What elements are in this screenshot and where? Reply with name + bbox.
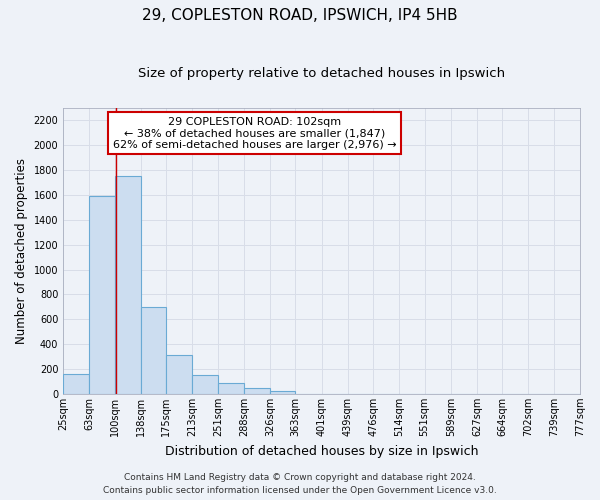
Bar — [270, 392, 295, 394]
Bar — [244, 388, 270, 394]
Text: Contains HM Land Registry data © Crown copyright and database right 2024.
Contai: Contains HM Land Registry data © Crown c… — [103, 474, 497, 495]
Title: Size of property relative to detached houses in Ipswich: Size of property relative to detached ho… — [138, 68, 505, 80]
Text: 29, COPLESTON ROAD, IPSWICH, IP4 5HB: 29, COPLESTON ROAD, IPSWICH, IP4 5HB — [142, 8, 458, 22]
Bar — [63, 374, 89, 394]
Bar — [218, 384, 244, 394]
Bar — [115, 176, 141, 394]
Y-axis label: Number of detached properties: Number of detached properties — [15, 158, 28, 344]
Bar — [166, 354, 193, 394]
Bar — [89, 196, 115, 394]
Bar — [141, 307, 166, 394]
X-axis label: Distribution of detached houses by size in Ipswich: Distribution of detached houses by size … — [165, 444, 478, 458]
Text: 29 COPLESTON ROAD: 102sqm
← 38% of detached houses are smaller (1,847)
62% of se: 29 COPLESTON ROAD: 102sqm ← 38% of detac… — [113, 116, 396, 150]
Bar — [193, 374, 218, 394]
